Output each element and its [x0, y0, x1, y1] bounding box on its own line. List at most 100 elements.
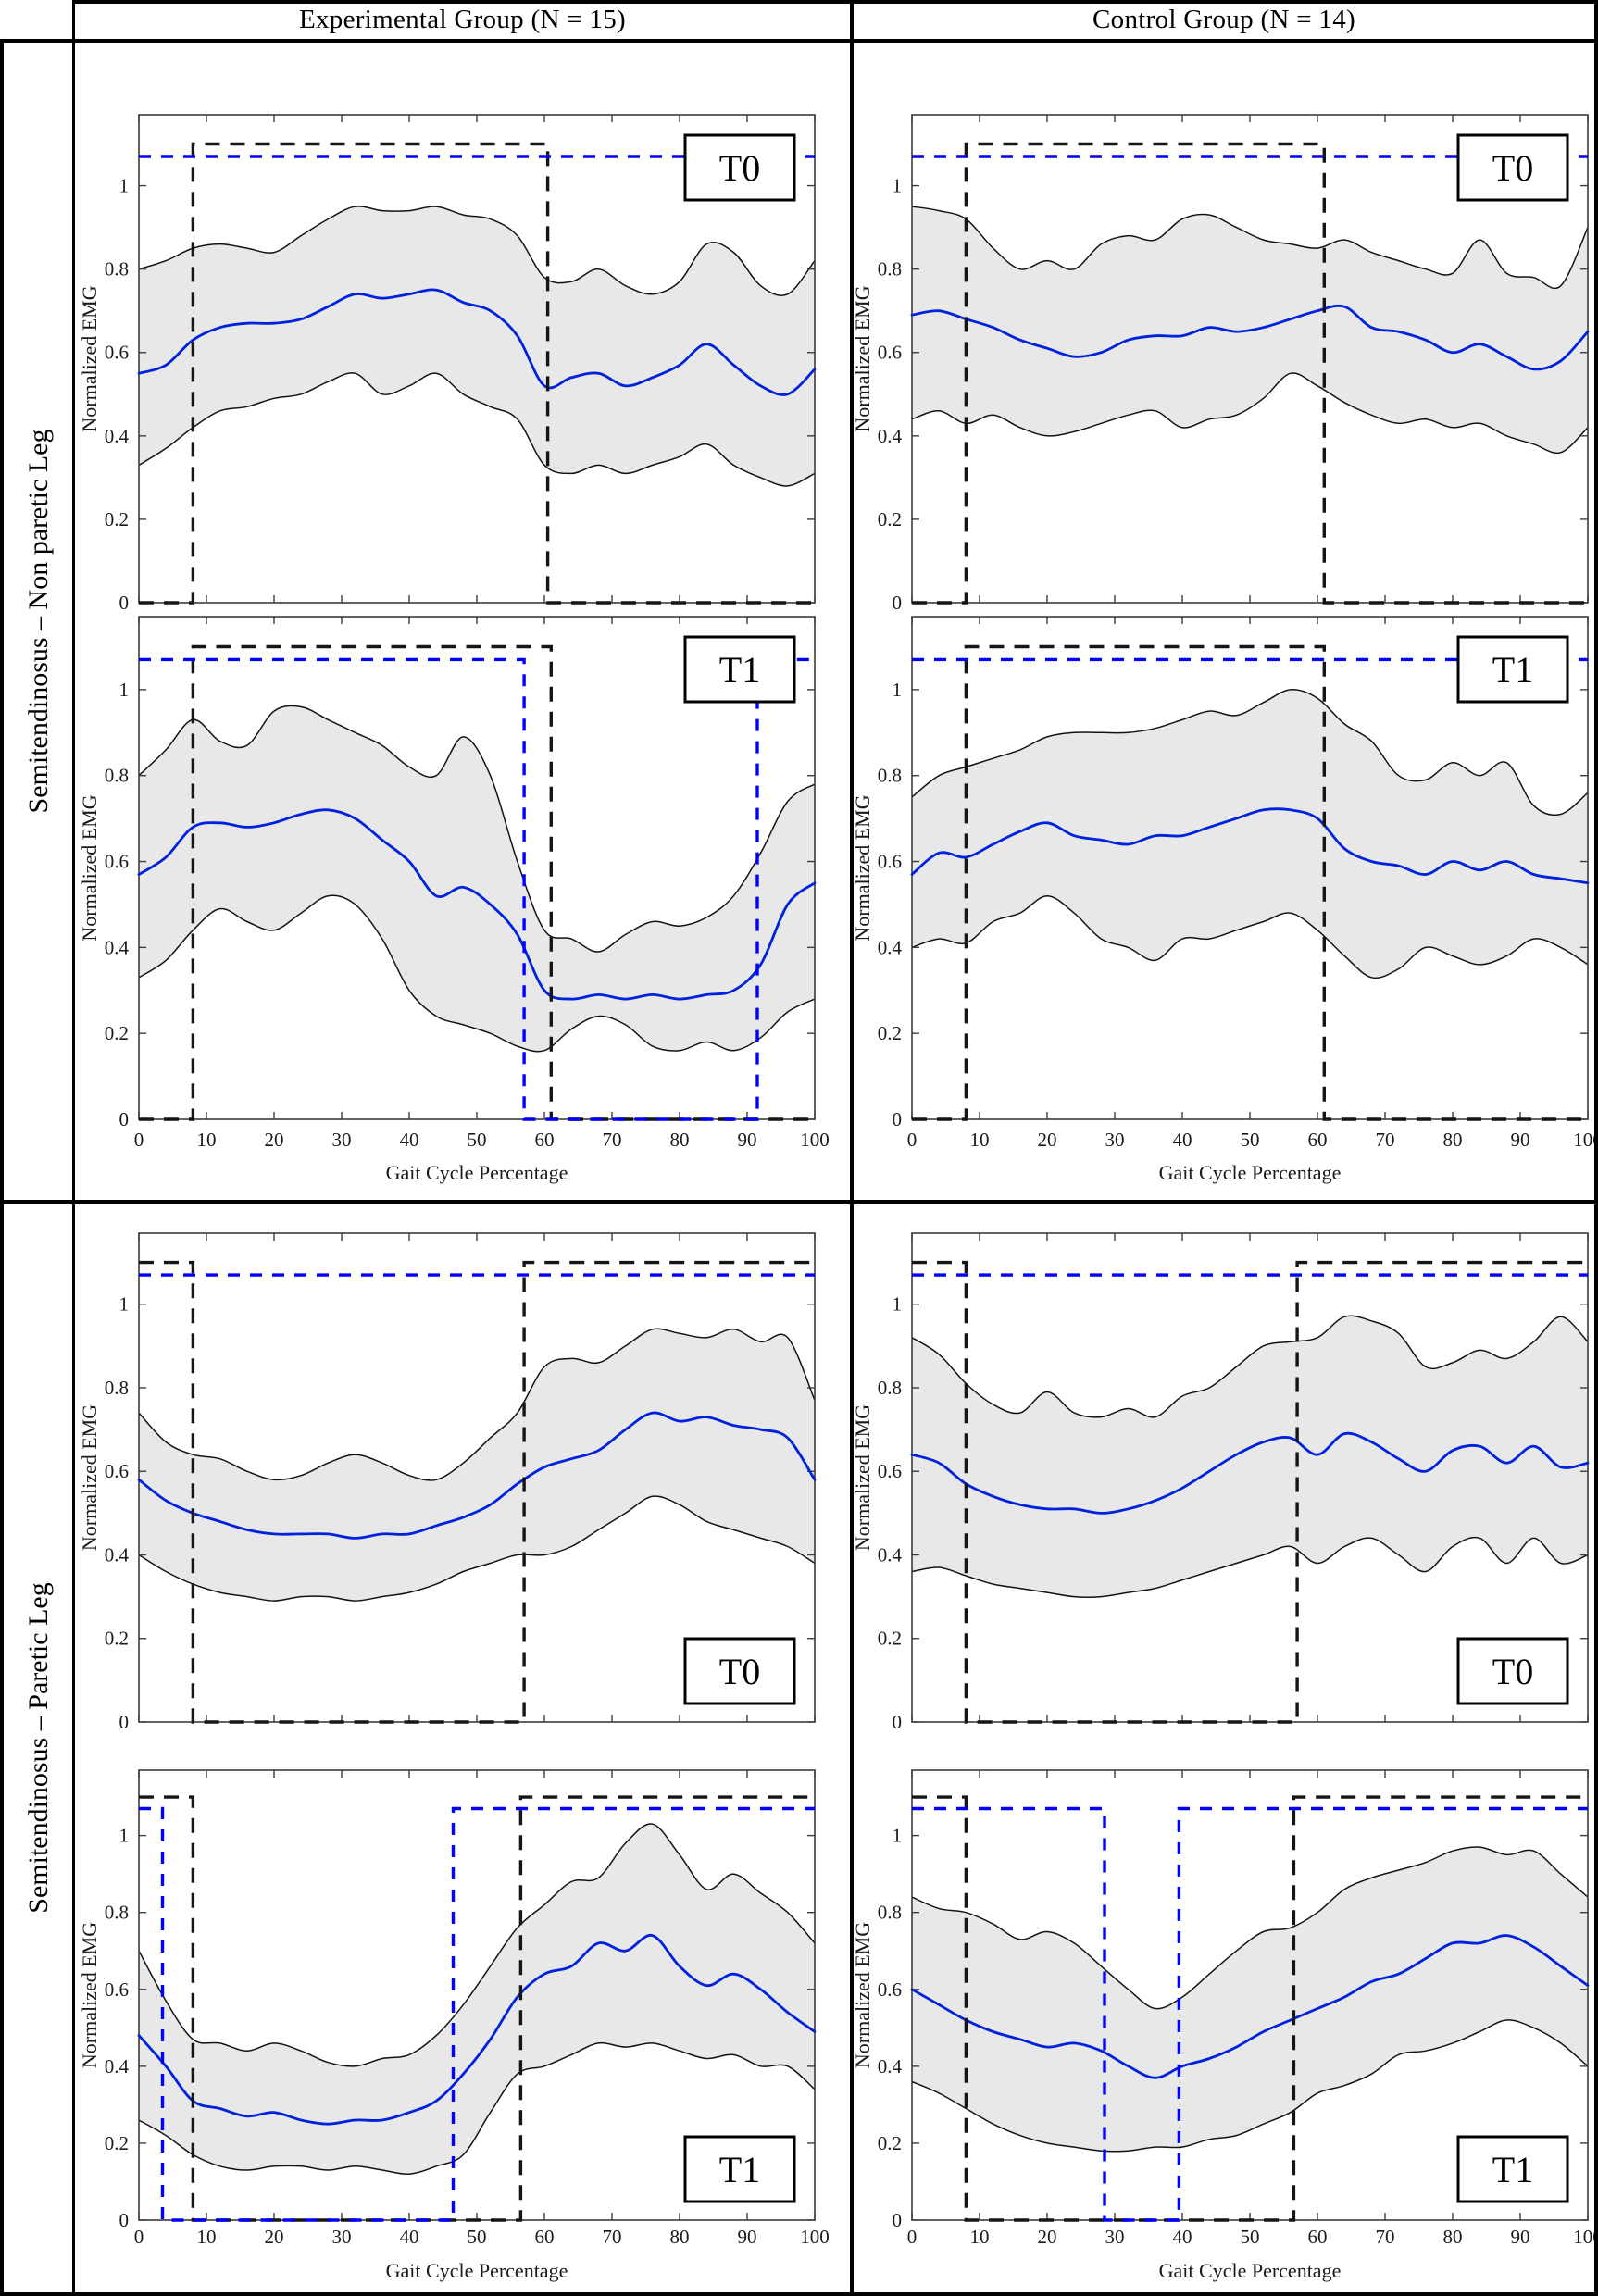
svg-text:70: 70 [603, 2226, 622, 2248]
svg-text:0.6: 0.6 [105, 1978, 129, 2001]
divider [0, 2292, 1598, 2296]
svg-text:40: 40 [1173, 2226, 1192, 2248]
svg-text:0.2: 0.2 [878, 2132, 902, 2154]
divider [72, 0, 75, 2296]
svg-text:0.2: 0.2 [878, 1628, 902, 1650]
svg-text:70: 70 [1376, 1129, 1395, 1151]
svg-text:0.8: 0.8 [105, 765, 129, 787]
svg-text:10: 10 [970, 2226, 990, 2248]
svg-text:T1: T1 [719, 649, 760, 691]
svg-text:0.4: 0.4 [878, 1543, 903, 1566]
svg-text:60: 60 [1308, 1129, 1328, 1151]
svg-text:0.4: 0.4 [105, 936, 130, 958]
svg-text:0.8: 0.8 [105, 258, 129, 281]
svg-text:20: 20 [265, 1129, 284, 1151]
svg-text:10: 10 [970, 1129, 990, 1151]
svg-text:20: 20 [265, 2226, 284, 2248]
svg-text:30: 30 [332, 1129, 352, 1151]
svg-text:1: 1 [893, 1825, 903, 1847]
row-label-nonparetic: Semitendinosus – Non paretic Leg [23, 429, 54, 814]
svg-text:70: 70 [1376, 2226, 1395, 2248]
svg-text:0.8: 0.8 [878, 765, 902, 787]
svg-text:T0: T0 [719, 1651, 760, 1692]
svg-text:0.8: 0.8 [105, 1902, 129, 1924]
svg-text:100: 100 [1573, 2226, 1594, 2248]
svg-text:30: 30 [332, 2226, 352, 2248]
svg-text:0.6: 0.6 [105, 1460, 129, 1482]
svg-text:0.6: 0.6 [105, 851, 129, 873]
svg-text:100: 100 [800, 2226, 830, 2248]
svg-text:Normalized EMG: Normalized EMG [854, 285, 874, 431]
svg-text:90: 90 [738, 2226, 757, 2248]
svg-text:1: 1 [119, 679, 130, 701]
emg-plot-control-nonparetic-t1: 0 10 20 30 40 50 60 70 80 90 100 0 0.2 0.4 0.6 0.8 1 Norm… [854, 616, 1594, 1184]
svg-text:0: 0 [907, 2226, 918, 2248]
divider [0, 39, 1598, 43]
svg-text:Normalized EMG: Normalized EMG [78, 1922, 101, 2068]
svg-text:Normalized EMG: Normalized EMG [78, 285, 101, 431]
svg-text:Gait Cycle Percentage: Gait Cycle Percentage [386, 2259, 568, 2282]
row-label-paretic: Semitendinosus – Paretic Leg [23, 1582, 54, 1914]
svg-text:0.6: 0.6 [878, 1978, 902, 2001]
svg-text:Normalized EMG: Normalized EMG [854, 1404, 874, 1551]
svg-text:0.2: 0.2 [105, 2132, 129, 2154]
svg-text:T1: T1 [1492, 649, 1533, 691]
svg-text:0.8: 0.8 [878, 258, 902, 281]
svg-text:0: 0 [907, 1129, 918, 1151]
svg-text:40: 40 [1173, 1129, 1192, 1151]
svg-text:0.6: 0.6 [878, 342, 902, 364]
emg-plot-experimental-nonparetic-t0: 0 0.2 0.4 0.6 0.8 1 Normalized EMG T0 [78, 114, 817, 609]
svg-text:60: 60 [535, 2226, 555, 2248]
svg-text:Gait Cycle Percentage: Gait Cycle Percentage [1159, 1161, 1342, 1184]
svg-text:Normalized EMG: Normalized EMG [78, 794, 101, 941]
svg-text:Normalized EMG: Normalized EMG [854, 794, 874, 941]
svg-text:Normalized EMG: Normalized EMG [854, 1922, 874, 2068]
svg-text:30: 30 [1105, 1129, 1125, 1151]
svg-text:0.6: 0.6 [878, 851, 902, 873]
svg-text:T1: T1 [1492, 2149, 1533, 2190]
svg-text:60: 60 [535, 1129, 555, 1151]
svg-text:0: 0 [893, 592, 903, 609]
svg-text:80: 80 [670, 2226, 690, 2248]
svg-text:50: 50 [1241, 1129, 1260, 1151]
svg-text:0.2: 0.2 [105, 1628, 129, 1650]
svg-text:0.6: 0.6 [105, 342, 129, 364]
svg-text:40: 40 [400, 1129, 419, 1151]
column-header-experimental: Experimental Group (N = 15) [298, 4, 627, 34]
column-header-control: Control Group (N = 14) [1092, 4, 1355, 34]
svg-text:80: 80 [670, 1129, 690, 1151]
svg-text:10: 10 [197, 2226, 217, 2248]
svg-text:0.4: 0.4 [105, 425, 130, 447]
svg-text:50: 50 [468, 1129, 487, 1151]
svg-text:0.2: 0.2 [105, 1022, 129, 1044]
svg-text:90: 90 [1511, 1129, 1530, 1151]
svg-text:1: 1 [893, 1293, 903, 1316]
emg-plot-control-paretic-t0: 0 0.2 0.4 0.6 0.8 1 Normalized EMG T0 [854, 1232, 1590, 1733]
svg-text:0.8: 0.8 [878, 1902, 902, 1924]
svg-text:0.4: 0.4 [105, 2055, 130, 2078]
svg-text:0.4: 0.4 [105, 1543, 130, 1566]
svg-text:0.2: 0.2 [878, 508, 902, 530]
svg-text:100: 100 [800, 1129, 830, 1151]
svg-text:80: 80 [1443, 2226, 1463, 2248]
svg-text:0: 0 [893, 2209, 903, 2231]
svg-text:1: 1 [893, 679, 903, 701]
svg-text:1: 1 [119, 1825, 130, 1847]
svg-text:0: 0 [119, 2209, 130, 2231]
svg-text:10: 10 [197, 1129, 217, 1151]
svg-text:0.4: 0.4 [878, 2055, 903, 2078]
svg-text:0: 0 [119, 1711, 130, 1733]
svg-text:90: 90 [1511, 2226, 1530, 2248]
svg-text:30: 30 [1105, 2226, 1125, 2248]
svg-text:40: 40 [400, 2226, 419, 2248]
divider [72, 0, 1598, 4]
svg-text:50: 50 [1241, 2226, 1260, 2248]
divider [850, 0, 854, 2296]
svg-text:20: 20 [1038, 1129, 1057, 1151]
svg-text:1: 1 [119, 175, 130, 197]
svg-text:60: 60 [1308, 2226, 1328, 2248]
svg-text:20: 20 [1038, 2226, 1057, 2248]
svg-text:0: 0 [119, 592, 130, 609]
divider [1594, 0, 1598, 2296]
